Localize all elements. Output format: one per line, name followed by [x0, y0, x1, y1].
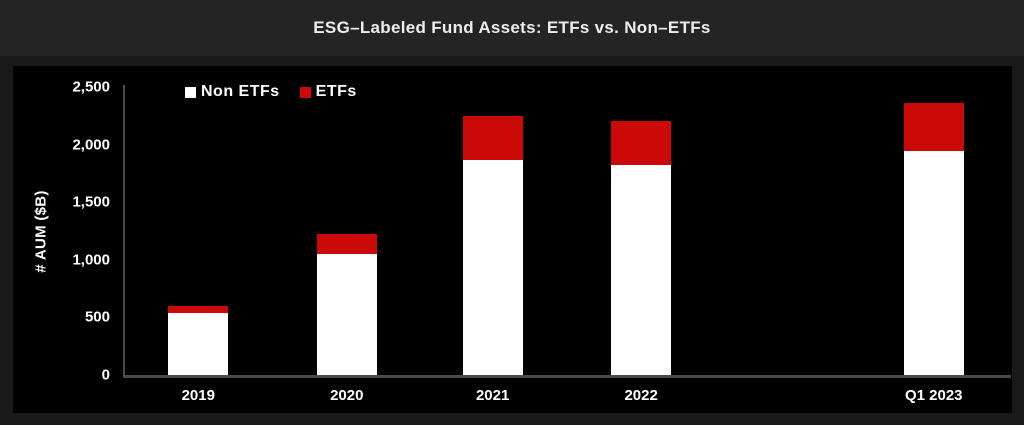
bar-2021 — [462, 116, 523, 375]
bar-segment-etfs — [903, 102, 964, 151]
bar-segment-non-etfs — [462, 159, 523, 375]
legend: Non ETFs ETFs — [185, 83, 357, 101]
bar-2022 — [611, 121, 672, 375]
y-axis-line — [123, 85, 125, 377]
y-tick-label: 2,500 — [72, 78, 110, 96]
chart-panel: # AUM ($B) 0 500 1,000 1,500 2,000 2,500 2019… — [13, 66, 1012, 413]
x-tick-label: 2021 — [475, 387, 510, 404]
x-tick-label: 2020 — [330, 387, 364, 404]
bar-segment-etfs — [462, 116, 523, 160]
x-tick-label: 2022 — [624, 387, 658, 404]
legend-swatch-icon — [299, 86, 311, 98]
y-tick-label: 500 — [84, 308, 110, 326]
bar-segment-non-etfs — [611, 165, 672, 375]
y-tick-label: 2,000 — [72, 136, 110, 154]
legend-item-etfs: ETFs — [299, 83, 357, 101]
y-tick-label: 1,500 — [72, 193, 110, 211]
legend-label: ETFs — [315, 83, 357, 100]
bar-segment-non-etfs — [903, 150, 964, 375]
y-tick-label: 0 — [101, 366, 110, 384]
bar-2019 — [168, 305, 229, 375]
bar-q1-2023 — [903, 102, 964, 375]
bar-segment-etfs — [611, 121, 672, 166]
bar-segment-etfs — [168, 305, 229, 313]
x-tick-label: Q1 2023 — [904, 387, 963, 404]
x-tick-label: 2019 — [181, 387, 215, 404]
bar-segment-non-etfs — [316, 254, 377, 375]
bar-segment-etfs — [316, 233, 377, 255]
bar-2020 — [316, 233, 377, 375]
chart-header: ESG–Labeled Fund Assets: ETFs vs. Non–ET… — [0, 0, 1024, 56]
y-axis-label: # AUM ($B) — [32, 190, 50, 273]
legend-item-non-etfs: Non ETFs — [185, 83, 280, 101]
bar-segment-non-etfs — [168, 312, 229, 375]
chart-title: ESG–Labeled Fund Assets: ETFs vs. Non–ET… — [313, 18, 711, 37]
y-tick-label: 1,000 — [72, 251, 110, 269]
legend-label: Non ETFs — [201, 83, 280, 100]
plot-area: 2019 2020 2021 2022 Q1 2023 — [124, 87, 1008, 404]
legend-swatch-icon — [185, 86, 196, 98]
x-axis-line — [123, 375, 1011, 378]
